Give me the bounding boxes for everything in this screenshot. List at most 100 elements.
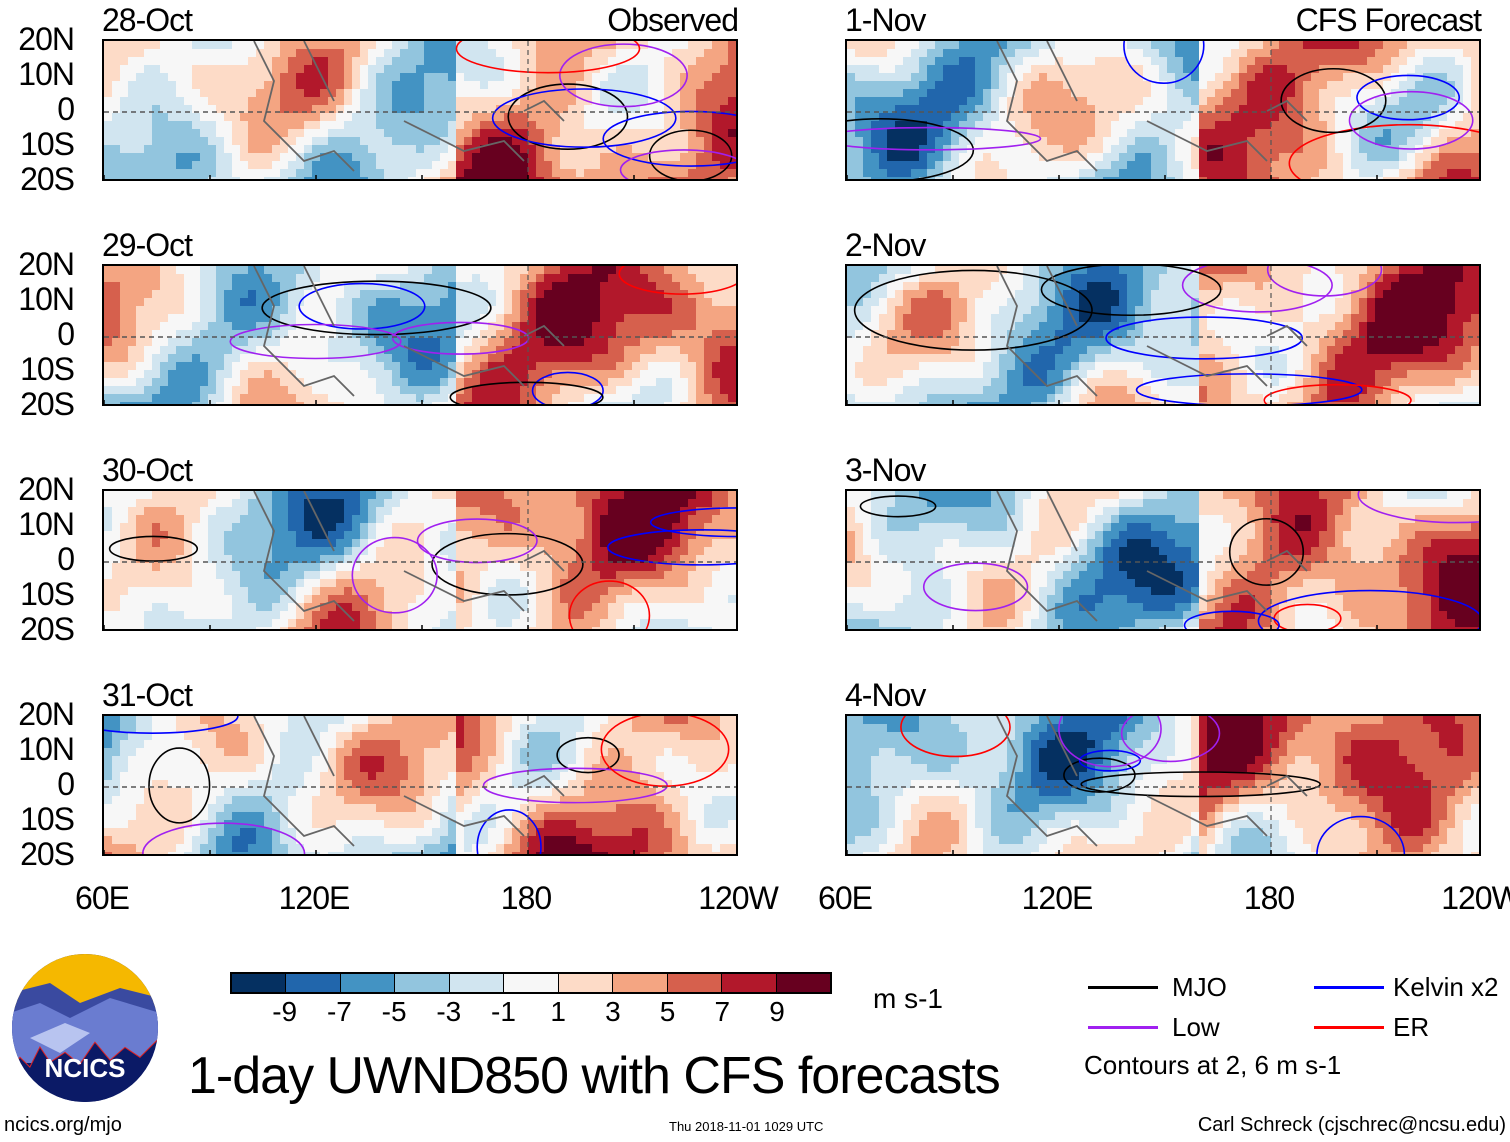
field-cell bbox=[136, 346, 144, 354]
field-cell bbox=[552, 169, 560, 177]
field-cell bbox=[600, 611, 608, 619]
field-cell bbox=[616, 153, 624, 161]
field-cell bbox=[144, 306, 152, 314]
field-cell bbox=[592, 394, 600, 402]
field-cell bbox=[488, 555, 496, 563]
field-cell bbox=[552, 282, 560, 290]
field-cell bbox=[664, 507, 672, 515]
field-cell bbox=[384, 491, 392, 499]
field-cell bbox=[280, 73, 288, 81]
field-cell bbox=[224, 716, 232, 724]
field-cell bbox=[336, 507, 344, 515]
field-cell bbox=[480, 595, 488, 603]
field-cell bbox=[536, 41, 544, 49]
field-cell bbox=[608, 274, 616, 282]
field-cell bbox=[720, 282, 728, 290]
field-cell bbox=[248, 515, 256, 523]
field-cell bbox=[144, 402, 152, 404]
field-cell bbox=[320, 41, 328, 49]
field-cell bbox=[288, 394, 296, 402]
field-cell bbox=[104, 587, 112, 595]
field-cell bbox=[336, 73, 344, 81]
field-cell bbox=[160, 724, 168, 732]
field-cell bbox=[216, 89, 224, 97]
field-cell bbox=[552, 89, 560, 97]
field-cell bbox=[272, 611, 280, 619]
field-cell bbox=[176, 627, 184, 629]
field-cell bbox=[360, 370, 368, 378]
field-cell bbox=[280, 282, 288, 290]
field-cell bbox=[728, 65, 736, 73]
field-cell bbox=[608, 499, 616, 507]
field-cell bbox=[424, 627, 432, 629]
field-cell bbox=[200, 603, 208, 611]
field-cell bbox=[592, 523, 600, 531]
field-cell bbox=[664, 515, 672, 523]
field-cell bbox=[312, 169, 320, 177]
field-cell bbox=[328, 716, 336, 724]
field-cell bbox=[344, 97, 352, 105]
field-cell bbox=[656, 523, 664, 531]
field-cell bbox=[256, 346, 264, 354]
field-cell bbox=[184, 177, 192, 179]
field-cell bbox=[736, 73, 738, 81]
field-cell bbox=[152, 354, 160, 362]
field-cell bbox=[400, 378, 408, 386]
field-cell bbox=[440, 386, 448, 394]
field-cell bbox=[352, 113, 360, 121]
field-cell bbox=[600, 153, 608, 161]
contour-line bbox=[449, 381, 604, 404]
field-cell bbox=[152, 515, 160, 523]
field-cell bbox=[464, 547, 472, 555]
field-cell bbox=[136, 282, 144, 290]
field-cell bbox=[272, 555, 280, 563]
field-cell bbox=[120, 81, 128, 89]
field-cell bbox=[136, 378, 144, 386]
field-cell bbox=[312, 812, 320, 820]
field-cell bbox=[736, 169, 738, 177]
field-cell bbox=[440, 402, 448, 404]
field-cell bbox=[608, 177, 616, 179]
field-cell bbox=[288, 507, 296, 515]
field-cell bbox=[680, 394, 688, 402]
field-cell bbox=[248, 547, 256, 555]
field-cell bbox=[728, 306, 736, 314]
field-cell bbox=[168, 603, 176, 611]
field-cell bbox=[672, 346, 680, 354]
field-cell bbox=[736, 539, 738, 547]
field-cell bbox=[424, 338, 432, 346]
field-cell bbox=[736, 571, 738, 579]
field-cell bbox=[208, 828, 216, 836]
field-cell bbox=[192, 740, 200, 748]
field-cell bbox=[600, 515, 608, 523]
field-cell bbox=[720, 507, 728, 515]
field-cell bbox=[256, 820, 264, 828]
field-cell bbox=[624, 611, 632, 619]
field-cell bbox=[544, 97, 552, 105]
field-cell bbox=[624, 346, 632, 354]
field-cell bbox=[552, 507, 560, 515]
field-cell bbox=[120, 65, 128, 73]
field-cell bbox=[432, 274, 440, 282]
field-cell bbox=[536, 571, 544, 579]
field-cell bbox=[672, 603, 680, 611]
field-cell bbox=[368, 161, 376, 169]
field-cell bbox=[344, 523, 352, 531]
field-cell bbox=[504, 571, 512, 579]
field-cell bbox=[560, 314, 568, 322]
field-cell bbox=[304, 97, 312, 105]
field-cell bbox=[496, 402, 504, 404]
field-cell bbox=[120, 852, 128, 854]
field-cell bbox=[368, 579, 376, 587]
field-cell bbox=[296, 346, 304, 354]
field-cell bbox=[168, 41, 176, 49]
field-cell bbox=[432, 137, 440, 145]
field-cell bbox=[672, 394, 680, 402]
field-cell bbox=[232, 314, 240, 322]
field-cell bbox=[520, 57, 528, 65]
field-cell bbox=[168, 177, 176, 179]
field-cell bbox=[264, 499, 272, 507]
field-cell bbox=[616, 499, 624, 507]
field-cell bbox=[520, 394, 528, 402]
field-cell bbox=[264, 732, 272, 740]
